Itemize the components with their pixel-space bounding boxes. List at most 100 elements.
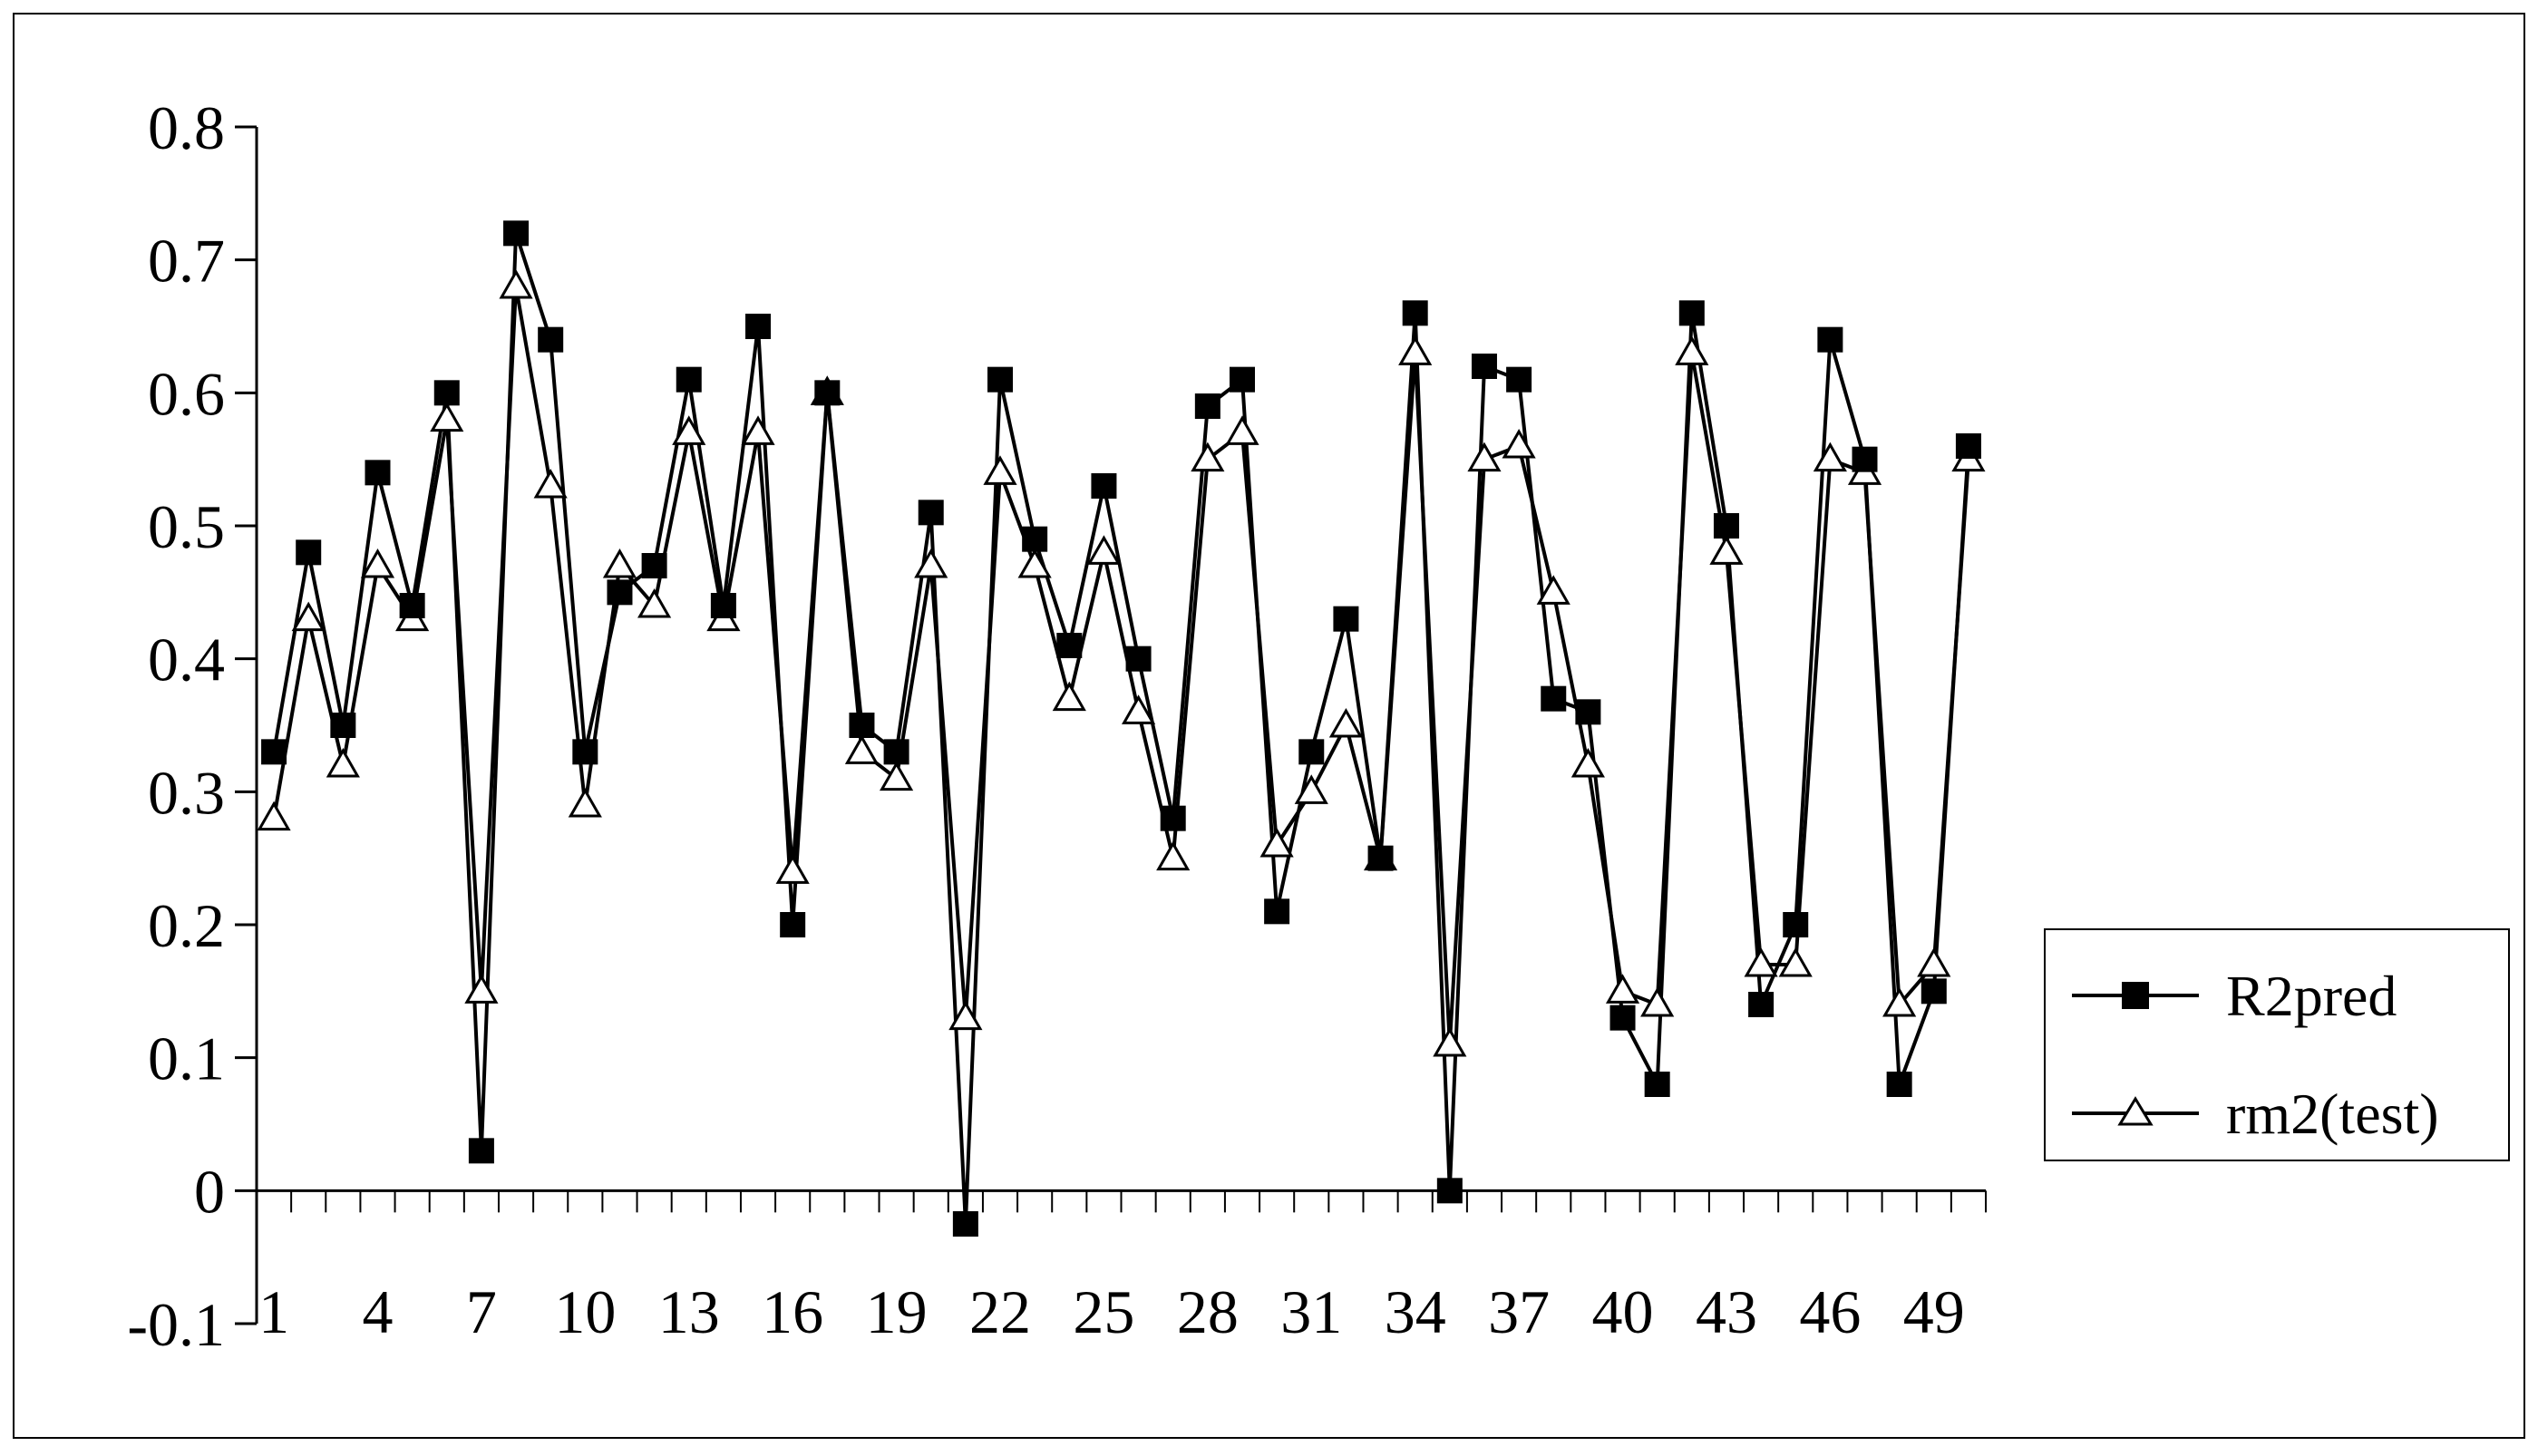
x-tick-label: 7 (466, 1277, 497, 1346)
x-tick-label: 40 (1592, 1277, 1654, 1346)
data-point-r2pred (1056, 633, 1083, 658)
data-point-r2pred (1921, 978, 1947, 1005)
x-axis-ticks: 1 4 7 10 13 16 19 22 25 28 31 34 37 40 43 46 49 (256, 1190, 1987, 1346)
x-tick-label: 4 (362, 1277, 393, 1346)
data-point-r2pred (399, 593, 425, 618)
x-tick-label: 43 (1696, 1277, 1757, 1346)
series-layer (257, 220, 1986, 1237)
x-tick-label: 31 (1280, 1277, 1342, 1346)
data-point-r2pred (572, 739, 598, 765)
data-point-r2pred (1229, 366, 1255, 393)
data-point-r2pred (1402, 300, 1428, 326)
data-point-rm2-test (1398, 335, 1433, 365)
y-tick-label: -0.1 (127, 1290, 225, 1359)
data-point-rm2-test (1640, 986, 1675, 1017)
data-point-r2pred (1575, 699, 1601, 725)
y-tick-label: 0.6 (148, 359, 225, 428)
data-point-rm2-test (914, 548, 948, 578)
data-point-rm2-test (1605, 974, 1640, 1004)
data-point-r2pred (1471, 354, 1497, 379)
data-point-r2pred (1541, 685, 1567, 712)
data-point-r2pred (538, 326, 564, 353)
data-point-rm2-test (1086, 535, 1122, 565)
data-point-rm2-test (326, 747, 360, 778)
data-point-r2pred (987, 366, 1014, 393)
data-point-r2pred (1852, 446, 1878, 472)
y-tick-label: 0.1 (148, 1024, 225, 1093)
data-point-rm2-test (844, 734, 880, 764)
data-point-r2pred (503, 220, 530, 247)
data-point-r2pred (641, 553, 667, 578)
data-point-rm2-test (568, 787, 602, 818)
legend-label-rm2-test: rm2(test) (2226, 1082, 2439, 1146)
data-point-r2pred (1125, 645, 1152, 672)
x-tick-label: 13 (658, 1277, 720, 1346)
data-point-r2pred (814, 380, 841, 406)
data-point-r2pred (780, 912, 806, 937)
data-point-r2pred (468, 1138, 494, 1164)
data-point-rm2-test (1502, 428, 1536, 459)
data-point-rm2-test (1191, 442, 1225, 472)
data-point-rm2-test (1121, 694, 1156, 724)
data-point-rm2-test (1917, 946, 1951, 977)
legend-marker-r2pred (2122, 982, 2149, 1009)
data-point-r2pred (1506, 366, 1532, 393)
y-tick-label: 0.3 (148, 758, 225, 827)
x-tick-label: 1 (258, 1277, 289, 1346)
data-point-r2pred (1609, 1005, 1636, 1031)
data-point-rm2-test (1156, 840, 1191, 871)
data-point-r2pred (1194, 393, 1220, 419)
data-point-rm2-test (533, 468, 568, 499)
data-point-rm2-test (775, 854, 810, 884)
data-point-r2pred (1783, 912, 1809, 937)
x-tick-label: 10 (554, 1277, 616, 1346)
x-tick-label: 16 (762, 1277, 823, 1346)
y-tick-label: 0.2 (148, 891, 225, 960)
x-tick-label: 46 (1799, 1277, 1861, 1346)
data-point-rm2-test (1328, 707, 1363, 738)
data-point-r2pred (918, 500, 944, 526)
data-point-rm2-test (637, 587, 672, 618)
data-point-r2pred (1748, 992, 1775, 1017)
data-point-r2pred (607, 579, 633, 606)
data-point-r2pred (296, 539, 322, 566)
x-tick-label: 37 (1488, 1277, 1550, 1346)
data-point-r2pred (849, 713, 875, 738)
data-point-r2pred (952, 1211, 978, 1237)
data-point-rm2-test (1709, 535, 1744, 565)
data-point-rm2-test (464, 974, 499, 1004)
data-point-r2pred (330, 713, 356, 738)
data-point-rm2-test (1813, 442, 1847, 472)
data-point-r2pred (883, 739, 909, 765)
data-point-r2pred (365, 460, 391, 486)
x-tick-label: 19 (866, 1277, 928, 1346)
y-tick-label: 0.8 (148, 93, 225, 162)
data-point-rm2-test (1536, 575, 1570, 605)
x-tick-label: 34 (1385, 1277, 1446, 1346)
data-point-r2pred (433, 380, 460, 406)
data-point-rm2-test (1052, 681, 1086, 712)
y-tick-label: 0.4 (148, 626, 225, 694)
data-point-rm2-test (672, 415, 706, 445)
legend-marker-rm2-test (2117, 1096, 2154, 1126)
data-point-rm2-test (1744, 946, 1778, 977)
data-point-r2pred (676, 366, 702, 393)
data-point-r2pred (1367, 845, 1394, 871)
data-point-rm2-test (1570, 747, 1605, 778)
series-line-r2pred (272, 231, 1970, 1226)
data-point-r2pred (1333, 606, 1359, 632)
y-tick-label: 0 (194, 1157, 225, 1226)
x-tick-label: 49 (1903, 1277, 1965, 1346)
data-point-r2pred (261, 739, 287, 765)
x-tick-label: 25 (1073, 1277, 1134, 1346)
data-point-rm2-test (741, 415, 775, 445)
x-tick-label: 28 (1177, 1277, 1239, 1346)
data-point-rm2-test (983, 455, 1017, 485)
data-point-r2pred (1644, 1072, 1670, 1097)
y-axis-ticks: -0.1 0 0.1 0.2 0.3 0.4 0.5 0.6 0.7 0.8 (127, 93, 257, 1359)
data-point-rm2-test (430, 402, 464, 432)
data-point-r2pred (1678, 300, 1705, 326)
x-tick-label: 22 (969, 1277, 1031, 1346)
